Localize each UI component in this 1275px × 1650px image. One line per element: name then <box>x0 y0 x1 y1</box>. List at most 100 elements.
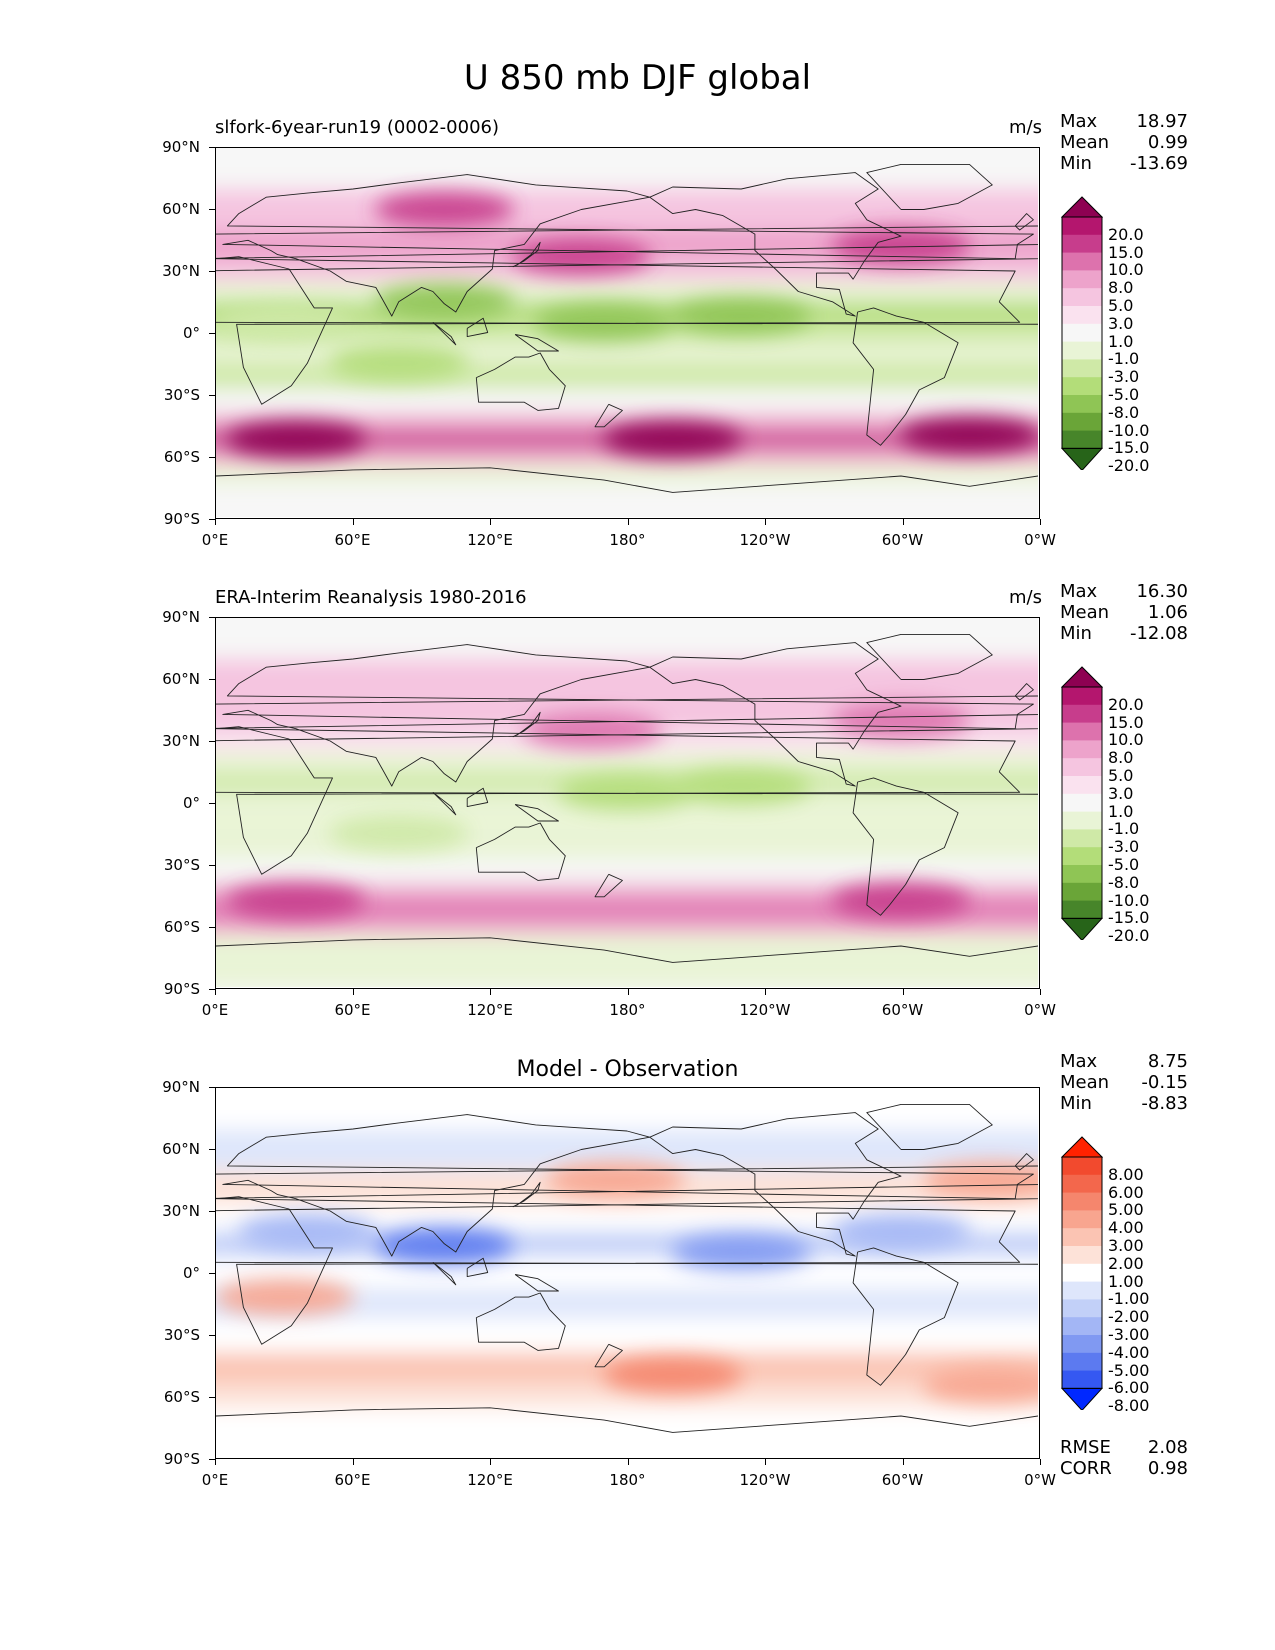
x-tick-mark <box>627 519 629 525</box>
coastline <box>514 1274 559 1292</box>
colorbar-tick-label: -3.00 <box>1108 1325 1150 1344</box>
colorbar-tick-label: 20.0 <box>1108 694 1144 714</box>
colorbar-segment <box>1062 1192 1102 1211</box>
colorbar-tick-label: 3.00 <box>1108 1236 1144 1255</box>
colorbar-tick-label: -8.00 <box>1108 1396 1150 1416</box>
colorbar-outline <box>1061 1156 1103 1389</box>
colorbar-extend-top <box>1060 1136 1104 1158</box>
x-tick-mark <box>1040 519 1041 525</box>
colorbar-segment <box>1062 847 1102 866</box>
y-tick-label: 30°S <box>163 856 200 874</box>
coastline <box>649 1112 902 1257</box>
colorbar-tick-label: 8.00 <box>1108 1164 1144 1184</box>
x-tick-label: 120°E <box>467 1001 513 1019</box>
y-tick-label: 60°N <box>162 200 200 218</box>
zonal-band <box>216 954 1038 987</box>
zonal-band <box>216 1088 1038 1129</box>
colorbar-segment <box>1062 1157 1102 1176</box>
coastlines <box>216 633 1038 963</box>
colorbar-tick-label: 20.0 <box>1108 224 1144 244</box>
colorbar-segment <box>1062 323 1102 343</box>
field-anomalies <box>216 1162 1038 1404</box>
colorbar-tick-label: 5.0 <box>1108 766 1134 785</box>
zonal-band <box>216 281 1038 302</box>
zonal-bands <box>216 1088 1038 1457</box>
colorbar-tick-label: -3.0 <box>1108 837 1140 857</box>
y-tick-label: 60°S <box>163 918 200 936</box>
y-tick-label: 90°S <box>163 980 200 998</box>
x-tick-mark <box>215 519 216 525</box>
x-tick-mark <box>490 1459 491 1465</box>
colorbar-tick-label: -10.0 <box>1108 890 1150 910</box>
x-tick-mark <box>352 989 354 995</box>
colorbar-segment <box>1062 1335 1102 1354</box>
coastlines <box>216 163 1038 493</box>
coastline <box>512 711 541 738</box>
colorbar-segment <box>1062 1281 1102 1300</box>
colorbar-segment <box>1062 1174 1102 1194</box>
y-tick-label: 0° <box>182 794 200 812</box>
colorbar-tick-label: 4.00 <box>1108 1218 1144 1238</box>
colorbar-tick-label: 1.0 <box>1108 331 1134 351</box>
x-tick-label: 120°W <box>739 531 791 549</box>
colorbar-segment <box>1062 1317 1102 1336</box>
colorbar-tick-label: 15.0 <box>1108 242 1144 262</box>
colorbar-segment <box>1062 882 1102 902</box>
field-anomalies <box>225 702 971 919</box>
colorbar-segment <box>1062 288 1102 307</box>
colorbar-segment <box>1062 217 1102 236</box>
field-blob <box>216 1279 355 1316</box>
coastline <box>594 403 623 428</box>
x-tick-mark <box>902 989 904 995</box>
colorbar-segment <box>1062 1263 1102 1283</box>
y-tick-label: 60°S <box>163 448 200 466</box>
y-tick-label: 90°N <box>162 608 200 626</box>
colorbar-segment <box>1062 704 1102 724</box>
y-tick-mark <box>209 1459 215 1460</box>
y-tick-label: 60°N <box>162 1140 200 1158</box>
y-tick-mark <box>209 395 215 396</box>
x-tick-mark <box>627 1459 629 1465</box>
zonal-band <box>216 463 1038 485</box>
panel-subtitle: ERA-Interim Reanalysis 1980-2016 <box>215 587 527 608</box>
field-blob <box>237 1213 378 1250</box>
y-tick-label: 30°S <box>163 386 200 404</box>
coastlines <box>216 1103 1038 1433</box>
colorbar-outline <box>1061 216 1103 449</box>
colorbar-tick-label: -6.00 <box>1108 1378 1150 1398</box>
colorbar-tick-label: -5.0 <box>1108 385 1140 404</box>
x-tick-label: 180° <box>609 1001 646 1019</box>
coastline <box>222 644 1034 787</box>
colorbar-segment <box>1062 1246 1102 1265</box>
panel-subtitle: slfork-6year-run19 (0002-0006) <box>215 117 500 138</box>
y-tick-label: 30°S <box>163 1326 200 1344</box>
field-blob <box>831 1213 971 1250</box>
coastline <box>1014 213 1034 231</box>
coastline <box>866 163 993 210</box>
colorbar-segment <box>1062 395 1102 414</box>
coastline <box>222 174 1034 317</box>
field-blob <box>602 1357 743 1393</box>
coastline <box>216 937 1038 963</box>
x-tick-label: 120°W <box>739 1001 791 1019</box>
x-tick-mark <box>1040 1459 1041 1465</box>
coastline <box>512 241 541 268</box>
zonal-band <box>216 1407 1038 1429</box>
coastline <box>475 1292 566 1351</box>
colorbar-tick-label: -15.0 <box>1108 438 1150 458</box>
field-blob <box>374 191 515 228</box>
zonal-band <box>216 260 1038 282</box>
colorbar-segment <box>1062 430 1102 449</box>
coastline <box>852 1247 959 1386</box>
colorbar-segment <box>1062 829 1102 848</box>
coastline <box>432 1261 457 1286</box>
zonal-band <box>216 148 1038 189</box>
x-tick-mark <box>352 519 354 525</box>
y-tick-mark <box>209 519 215 520</box>
colorbar-segment <box>1062 722 1102 741</box>
field-blob <box>511 238 652 275</box>
colorbar-segment <box>1062 758 1102 777</box>
y-tick-mark <box>209 803 215 804</box>
field-blob <box>831 882 971 919</box>
coastline <box>216 467 1038 493</box>
